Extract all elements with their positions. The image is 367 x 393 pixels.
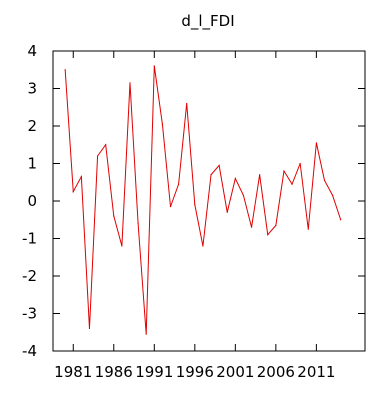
data-point bbox=[178, 183, 180, 185]
data-point bbox=[121, 245, 123, 247]
data-point bbox=[210, 174, 212, 176]
x-tick-label: 1996 bbox=[176, 363, 214, 381]
data-point bbox=[194, 204, 196, 206]
data-point bbox=[186, 102, 188, 105]
data-point bbox=[283, 170, 285, 172]
data-point bbox=[88, 327, 91, 330]
x-tick-label: 1991 bbox=[135, 363, 173, 381]
data-point bbox=[80, 176, 82, 178]
data-point bbox=[113, 215, 115, 217]
data-point bbox=[64, 69, 66, 71]
x-tick-label: 2001 bbox=[216, 363, 254, 381]
y-tick-label: 1 bbox=[27, 155, 37, 173]
data-point bbox=[96, 155, 99, 157]
data-point bbox=[315, 142, 317, 144]
data-point bbox=[161, 123, 164, 125]
y-tick-label: -3 bbox=[22, 305, 37, 323]
data-point bbox=[259, 174, 261, 176]
data-point bbox=[105, 144, 107, 146]
data-point bbox=[299, 162, 301, 165]
data-point bbox=[145, 333, 147, 335]
x-tick-label: 2006 bbox=[257, 363, 295, 381]
series-line-0 bbox=[64, 65, 342, 335]
data-point bbox=[340, 219, 342, 221]
data-point bbox=[331, 194, 334, 196]
data-point bbox=[218, 164, 220, 166]
y-tick-label: 0 bbox=[27, 192, 37, 210]
data-point bbox=[72, 191, 74, 193]
y-axis: -4 -3 -2 -1 0 1 2 3 4 bbox=[22, 42, 365, 360]
y-tick-label: -4 bbox=[22, 342, 37, 360]
series-layer bbox=[64, 65, 342, 335]
data-point bbox=[137, 222, 139, 225]
y-tick-label: 2 bbox=[27, 117, 37, 135]
data-point bbox=[307, 228, 309, 230]
data-point bbox=[153, 65, 155, 67]
data-point bbox=[129, 82, 131, 84]
chart-title: d_l_FDI bbox=[181, 12, 234, 31]
y-tick-label: -2 bbox=[22, 267, 37, 285]
y-tick-label: -1 bbox=[22, 230, 37, 248]
data-point bbox=[323, 179, 326, 181]
x-axis: 1981 1986 1991 1996 2001 2006 2011 bbox=[54, 51, 335, 381]
data-point bbox=[275, 224, 277, 226]
data-point bbox=[242, 194, 245, 196]
x-tick-label: 1981 bbox=[54, 363, 92, 381]
data-point bbox=[250, 226, 253, 228]
y-tick-label: 3 bbox=[27, 80, 37, 98]
data-point bbox=[291, 183, 293, 185]
data-point bbox=[234, 177, 236, 180]
data-point bbox=[267, 234, 269, 236]
data-point bbox=[169, 206, 172, 208]
data-point bbox=[226, 211, 228, 213]
x-tick-label: 2011 bbox=[297, 363, 335, 381]
plot-frame bbox=[52, 50, 366, 352]
data-point bbox=[202, 245, 204, 247]
x-tick-label: 1986 bbox=[95, 363, 133, 381]
y-tick-label: 4 bbox=[27, 42, 37, 60]
